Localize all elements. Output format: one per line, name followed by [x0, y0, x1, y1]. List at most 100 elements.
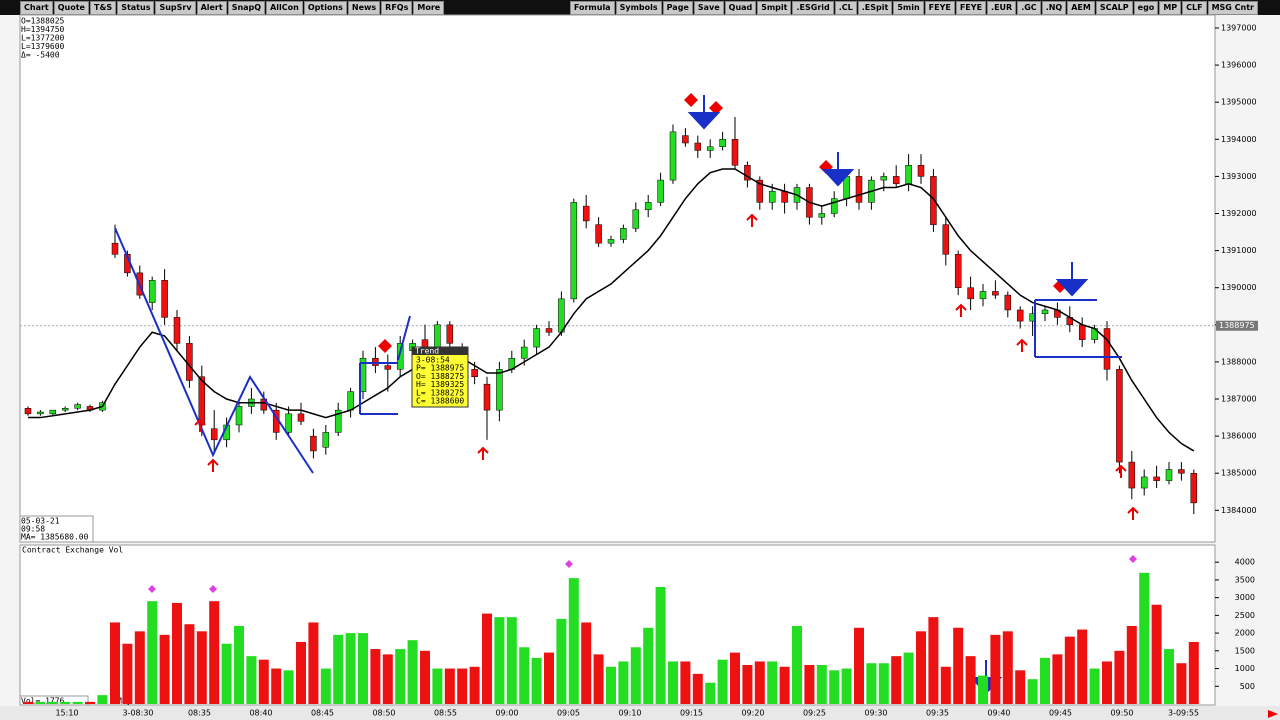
toolbar-button[interactable]: Formula	[569, 1, 615, 15]
toolbar-button[interactable]: FEYE	[924, 1, 955, 15]
volume-bar	[494, 617, 505, 704]
y-tick-label: 1393000	[1221, 172, 1257, 181]
candle-body	[954, 254, 962, 288]
candle-body	[235, 406, 243, 426]
candle-body	[731, 139, 739, 166]
candle-body	[1016, 309, 1024, 322]
x-tick-label: 09:35	[926, 709, 949, 718]
x-tick-label: 15:10	[55, 709, 78, 718]
candle-body	[148, 280, 156, 303]
candle-body	[1153, 476, 1160, 481]
y-tick-label: 3500	[1235, 575, 1255, 584]
volume-bar	[829, 670, 840, 704]
candle-body	[446, 324, 454, 344]
volume-bar	[1151, 604, 1162, 704]
volume-bar	[705, 682, 716, 704]
volume-bar	[940, 666, 951, 704]
tooltip-line: O= 1388275	[416, 372, 464, 381]
candle-body	[322, 432, 330, 448]
x-tick-label: 08:45	[311, 709, 334, 718]
volume-bar	[990, 634, 1001, 704]
volume-bar	[742, 665, 753, 704]
ohlc-line: Δ= -5400	[21, 51, 60, 60]
candle-body	[1190, 472, 1198, 504]
volume-bar	[444, 668, 455, 704]
candle-body	[620, 228, 627, 240]
y-tick-label: 1388000	[1221, 357, 1257, 366]
candle-body	[396, 343, 404, 370]
volume-bar	[420, 650, 430, 704]
volume-bar	[568, 578, 579, 704]
x-tick-label: 09:30	[864, 709, 887, 718]
toolbar: Chart Quote T&S Status SupSrv Alert SnapQ AllCo…	[0, 0, 1280, 15]
volume-bar	[593, 654, 604, 704]
volume-bar	[544, 652, 554, 704]
volume-bar	[531, 657, 542, 704]
volume-bar	[928, 617, 939, 704]
candle-body	[186, 343, 193, 381]
candle-body	[992, 291, 999, 296]
volume-bar	[792, 626, 802, 704]
volume-bar	[395, 649, 406, 704]
diamond	[684, 93, 698, 107]
candle-body	[669, 131, 677, 181]
volume-bar	[23, 701, 33, 704]
x-tick-label: 09:05	[557, 709, 580, 718]
volume-bar	[469, 666, 480, 704]
volume-bar	[692, 673, 703, 704]
candle-body	[173, 317, 181, 344]
candle-body	[198, 376, 206, 426]
volume-bar	[1089, 668, 1100, 704]
time-axis	[0, 706, 1280, 720]
toolbar-button[interactable]: 5mpit	[757, 1, 792, 15]
volume-bar	[1040, 657, 1050, 704]
x-tick-label: 08:35	[188, 709, 211, 718]
volume-bar	[1064, 636, 1075, 704]
volume-bar	[680, 661, 691, 704]
volume-bar	[296, 641, 306, 704]
volume-bar	[816, 665, 827, 704]
ohlc-line: L=1377200	[21, 34, 65, 43]
volume-bar	[246, 656, 257, 704]
up-arrow	[194, 418, 206, 432]
volume-bar	[271, 668, 282, 704]
candle-body	[384, 365, 392, 370]
volume-bar	[903, 652, 914, 704]
candle-body	[942, 224, 950, 255]
candle-body	[843, 176, 850, 199]
price-marker-label: 1388975	[1219, 321, 1255, 330]
volume-bar	[60, 701, 71, 704]
candle-body	[694, 142, 702, 151]
volume-bar	[618, 661, 629, 704]
y-tick-label: 1500	[1235, 646, 1255, 655]
volume-title: Contract Exchange Vol	[22, 546, 123, 555]
down-arrow	[821, 152, 855, 187]
toolbar-button[interactable]: News	[347, 1, 381, 15]
volume-bar	[717, 659, 728, 704]
scroll-arrow[interactable]	[1268, 710, 1278, 718]
x-tick-label: 3-08:30	[122, 709, 153, 718]
candle-body	[372, 357, 379, 366]
volume-bar	[370, 649, 381, 704]
toolbar-button[interactable]: 5min	[893, 1, 924, 15]
volume-signal	[1129, 555, 1137, 563]
toolbar-button[interactable]: MSG Cntr	[1207, 1, 1258, 15]
candle-body	[285, 413, 292, 433]
candle-body	[161, 280, 168, 318]
volume-bar	[147, 601, 158, 704]
volume-bar	[556, 618, 567, 704]
y-tick-label: 1391000	[1221, 246, 1257, 255]
toolbar-button[interactable]: .CL	[834, 1, 857, 15]
candle-body	[1103, 328, 1111, 370]
candle-body	[830, 198, 838, 214]
candle-body	[61, 408, 69, 411]
y-tick-label: 1384000	[1221, 506, 1257, 515]
ohlc-line: O=1388025	[21, 17, 65, 26]
volume-bar	[432, 668, 443, 704]
volume-bar	[97, 695, 108, 704]
volume-signal	[148, 585, 156, 593]
candle-body	[347, 391, 354, 411]
volume-bar	[172, 602, 182, 704]
